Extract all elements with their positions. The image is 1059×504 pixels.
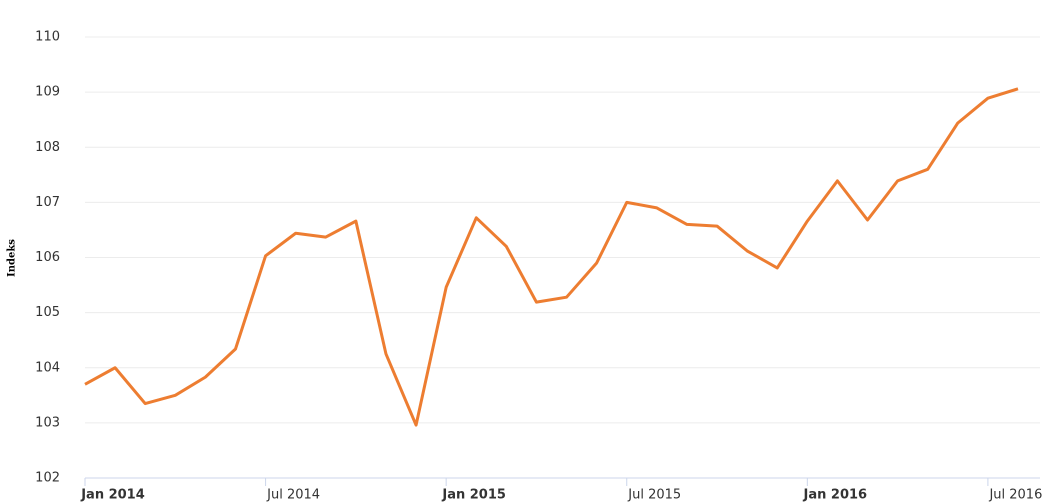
y-tick-label: 107	[35, 195, 60, 210]
y-tick-label: 104	[35, 360, 60, 375]
y-tick-label: 108	[35, 140, 60, 155]
y-tick-label: 109	[35, 85, 60, 100]
y-axis-label: Indeks	[7, 239, 18, 277]
x-tick-label: Jul 2015	[627, 488, 681, 503]
y-tick-label: 103	[35, 415, 60, 430]
x-tick-label: Jul 2016	[988, 488, 1042, 503]
x-tick-label: Jan 2014	[80, 488, 145, 503]
y-tick-label: 105	[35, 305, 60, 320]
line	[84, 87, 1019, 427]
x-tick-label: Jan 2016	[803, 488, 868, 503]
y-tick-label: 106	[35, 250, 60, 265]
y-tick-label: 102	[35, 471, 60, 486]
x-tick-label: Jul 2014	[266, 488, 320, 503]
y-tick-label: 110	[35, 30, 60, 45]
x-tick-label: Jan 2015	[441, 488, 506, 503]
